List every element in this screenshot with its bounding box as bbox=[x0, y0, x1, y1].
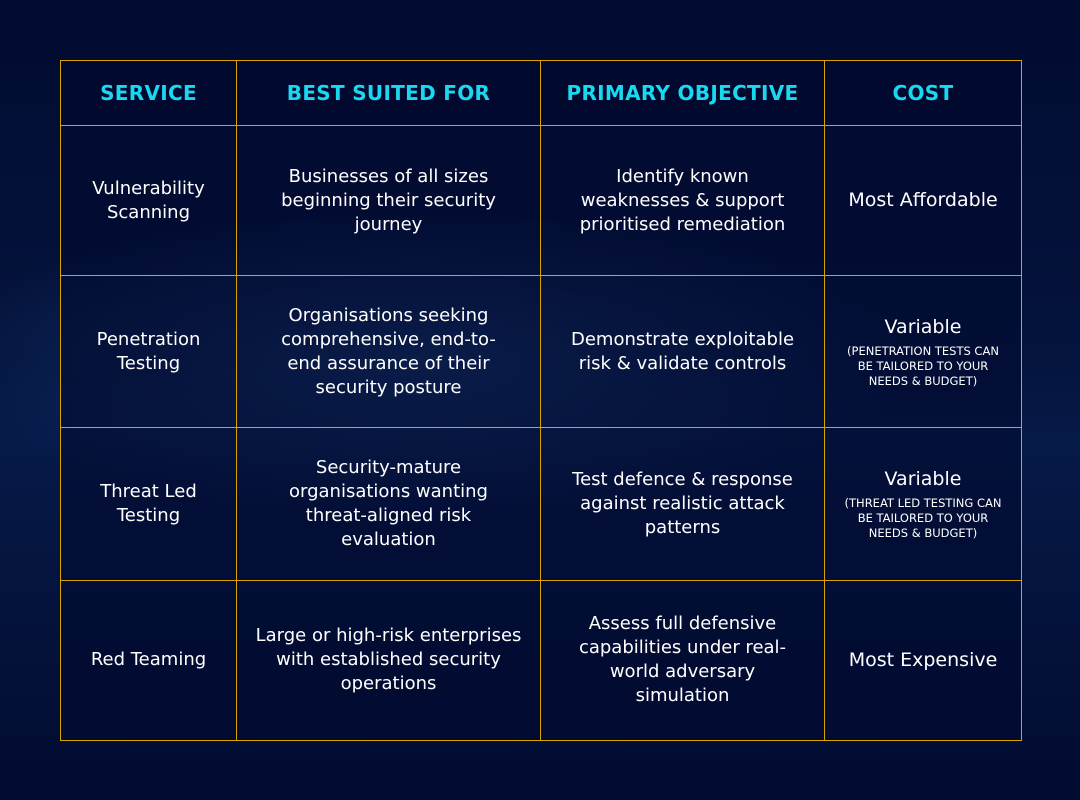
table-row: Red Teaming Large or high-risk enterpris… bbox=[60, 579, 1022, 742]
cost-value: Most Expensive bbox=[848, 648, 998, 671]
service-cell: Penetration Testing bbox=[60, 275, 237, 429]
service-cell: Red Teaming bbox=[60, 579, 237, 742]
header-row: SERVICE BEST SUITED FOR PRIMARY OBJECTIV… bbox=[60, 60, 1022, 126]
objective-cell: Assess full defensive capabilities under… bbox=[540, 579, 825, 742]
objective-cell: Demonstrate exploitable risk & validate … bbox=[540, 275, 825, 429]
suited-cell: Businesses of all sizes beginning their … bbox=[236, 124, 541, 277]
header-primary-objective: PRIMARY OBJECTIVE bbox=[540, 60, 825, 126]
cost-value: Most Affordable bbox=[848, 189, 998, 212]
header-cost: COST bbox=[824, 60, 1022, 126]
cost-value: Variable bbox=[884, 315, 962, 338]
suited-cell: Large or high-risk enterprises with esta… bbox=[236, 579, 541, 742]
cost-cell: Variable (THREAT LED TESTING CAN BE TAILO… bbox=[824, 427, 1022, 581]
table-row: Vulnerability Scanning Businesses of all… bbox=[60, 124, 1022, 277]
objective-cell: Identify known weaknesses & support prio… bbox=[540, 124, 825, 277]
table-row: Penetration Testing Organisations seekin… bbox=[60, 275, 1022, 429]
suited-cell: Organisations seeking comprehensive, end… bbox=[236, 275, 541, 429]
service-cell: Vulnerability Scanning bbox=[60, 124, 237, 277]
header-service: SERVICE bbox=[60, 60, 237, 126]
objective-cell: Test defence & response against realisti… bbox=[540, 427, 825, 581]
suited-cell: Security-mature organisations wanting th… bbox=[236, 427, 541, 581]
table-row: Threat Led Testing Security-mature organ… bbox=[60, 427, 1022, 581]
cost-cell: Most Expensive bbox=[824, 579, 1022, 742]
cost-note: (THREAT LED TESTING CAN BE TAILORED TO Y… bbox=[844, 496, 1002, 541]
service-comparison-table: SERVICE BEST SUITED FOR PRIMARY OBJECTIV… bbox=[60, 60, 1022, 742]
service-cell: Threat Led Testing bbox=[60, 427, 237, 581]
header-best-suited-for: BEST SUITED FOR bbox=[236, 60, 541, 126]
cost-cell: Most Affordable bbox=[824, 124, 1022, 277]
cost-value: Variable bbox=[884, 468, 962, 491]
cost-cell: Variable (PENETRATION TESTS CAN BE TAILOR… bbox=[824, 275, 1022, 429]
cost-note: (PENETRATION TESTS CAN BE TAILORED TO YO… bbox=[847, 343, 999, 388]
